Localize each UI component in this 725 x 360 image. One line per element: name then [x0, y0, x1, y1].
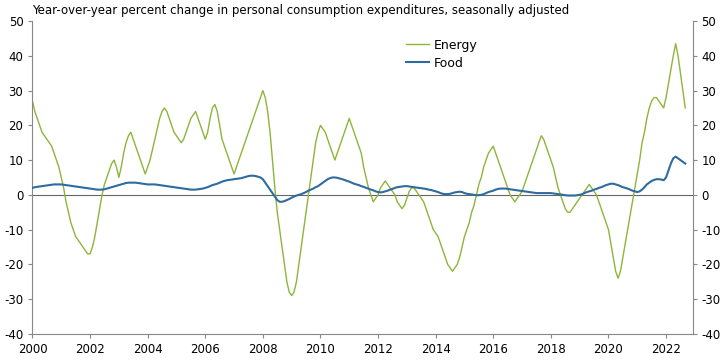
- Energy: [265, 130, 274, 134]
- Food: [276, 199, 284, 204]
- Energy: [681, 106, 689, 110]
- Energy: [287, 293, 296, 298]
- Food: [28, 186, 37, 190]
- Energy: [326, 144, 334, 148]
- Energy: [388, 189, 397, 194]
- Food: [681, 161, 689, 166]
- Energy: [407, 186, 416, 190]
- Food: [407, 185, 416, 189]
- Legend: Energy, Food: Energy, Food: [401, 33, 482, 75]
- Food: [265, 188, 274, 192]
- Line: Food: Food: [33, 157, 685, 202]
- Food: [184, 187, 193, 192]
- Energy: [28, 99, 37, 103]
- Food: [671, 154, 680, 159]
- Food: [388, 187, 397, 191]
- Text: Year-over-year percent change in personal consumption expenditures, seasonally a: Year-over-year percent change in persona…: [33, 4, 570, 17]
- Food: [302, 190, 310, 194]
- Food: [326, 176, 334, 180]
- Energy: [184, 123, 193, 127]
- Line: Energy: Energy: [33, 44, 685, 296]
- Energy: [302, 210, 310, 214]
- Energy: [671, 41, 680, 46]
